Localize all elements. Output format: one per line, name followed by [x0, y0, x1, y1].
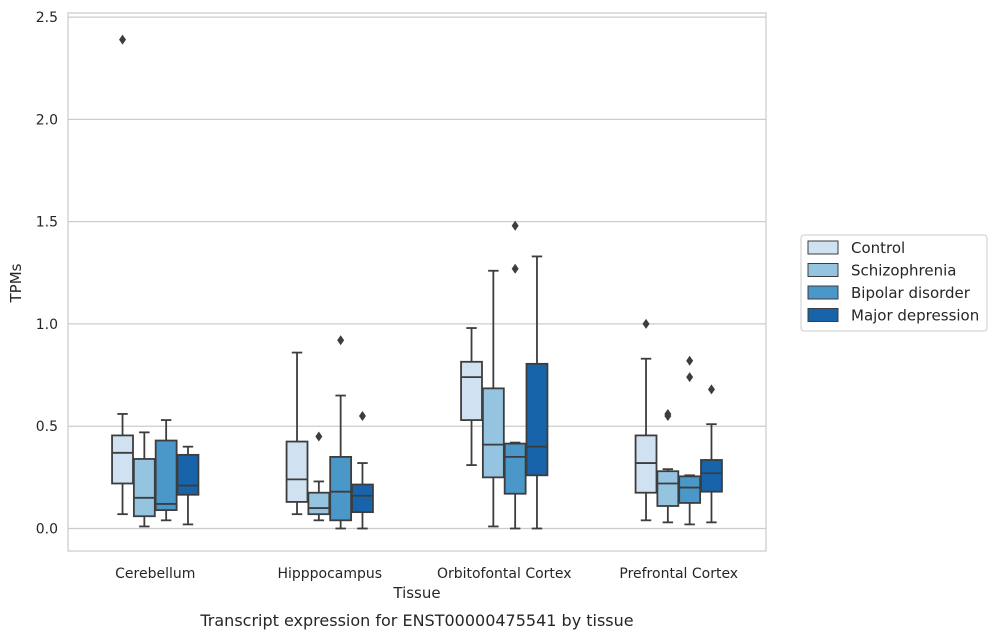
box: [503, 442, 527, 495]
box: [700, 459, 723, 493]
box: [176, 453, 200, 496]
y-tick-label: 1.0: [36, 317, 58, 333]
box: [111, 434, 134, 485]
y-axis-title: TPMs: [7, 263, 25, 303]
box: [307, 491, 331, 516]
box: [634, 434, 658, 494]
outlier-marker: [642, 318, 650, 329]
outlier-marker: [119, 34, 127, 45]
x-tick-label: Prefrontal Cortex: [619, 566, 738, 582]
y-tick-label: 2.0: [36, 112, 58, 128]
x-tick-label: Cerebellum: [115, 566, 195, 582]
outlier-marker: [686, 372, 694, 383]
legend-label: Major depression: [851, 307, 979, 325]
legend-label: Schizophrenia: [851, 262, 956, 280]
outlier-marker: [315, 431, 323, 442]
grid-lines: [68, 16, 766, 530]
legend-swatch: [807, 240, 839, 255]
y-tick-label: 2.5: [36, 10, 58, 26]
y-tick-label: 0.0: [36, 521, 58, 537]
legend-swatch: [807, 285, 839, 300]
y-tick-label: 1.5: [36, 215, 58, 231]
box: [656, 470, 680, 507]
outlier-marker: [664, 408, 672, 419]
box: [132, 458, 156, 518]
legend: Control Schizophrenia Bipolar disorder Majo…: [800, 234, 988, 332]
outlier-marker: [511, 263, 519, 274]
y-tick-labels: 0.0 0.5 1.0 1.5 2.0 2.5: [36, 10, 58, 537]
legend-label: Control: [851, 239, 905, 257]
outlier-marker: [707, 384, 715, 395]
outlier-marker: [358, 410, 366, 421]
box: [351, 483, 374, 514]
box: [154, 439, 178, 511]
box: [678, 475, 702, 504]
x-tick-labels: Cerebellum Hipppocampus Orbitofontal Corte…: [115, 566, 738, 582]
legend-label: Bipolar disorder: [851, 284, 971, 302]
box: [329, 456, 353, 522]
legend-frame: [800, 234, 988, 332]
x-tick-label: Orbitofontal Cortex: [437, 566, 572, 582]
y-tick-label: 0.5: [36, 419, 58, 435]
figure-caption: Transcript expression for ENST0000047554…: [199, 611, 633, 630]
plot-frame: [67, 12, 767, 552]
box: [285, 440, 309, 503]
outlier-marker: [337, 335, 345, 346]
outlier-marker: [511, 220, 519, 231]
box: [460, 360, 483, 421]
box-plots: [111, 34, 723, 530]
legend-swatch: [807, 263, 839, 277]
box: [481, 387, 505, 479]
outlier-marker: [686, 355, 694, 366]
box: [525, 362, 549, 477]
x-tick-label: Hipppocampus: [277, 566, 382, 582]
x-axis-title: Tissue: [392, 584, 440, 602]
legend-swatch: [807, 308, 839, 322]
